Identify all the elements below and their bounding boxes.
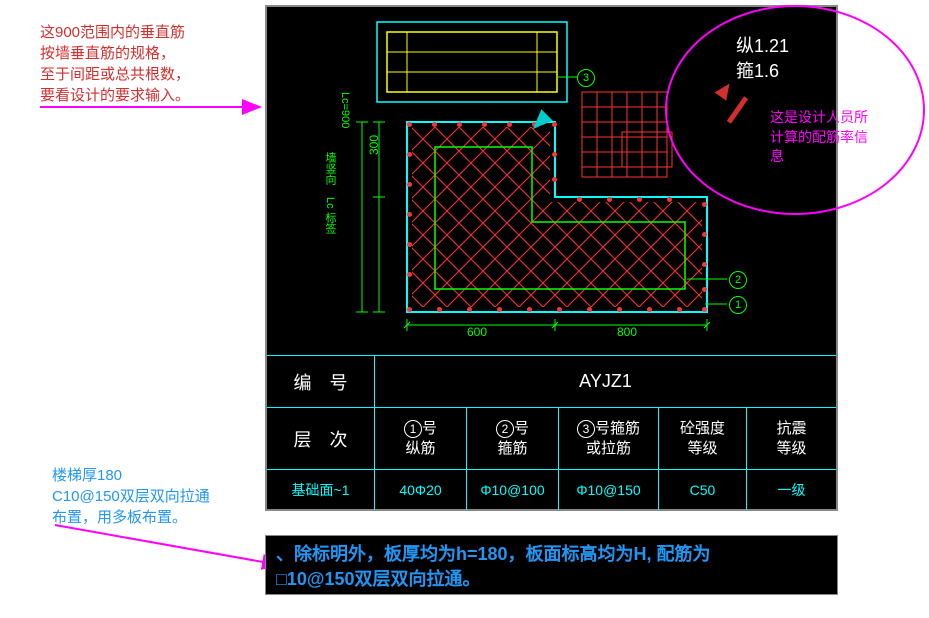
- dim-600: 600: [467, 325, 487, 339]
- rebar-dot: [637, 197, 642, 202]
- rebar-dot: [617, 307, 622, 312]
- rebar-dot: [587, 307, 592, 312]
- rebar-dot: [407, 182, 412, 187]
- wall-vert-label: 墙竖向: [322, 152, 338, 185]
- ratio-desc: 这是设计人员所计算的配筋率信息: [770, 108, 868, 167]
- td-c2: 40Φ20: [375, 470, 467, 510]
- rebar-dot: [437, 307, 442, 312]
- td-c6: 一级: [747, 470, 836, 510]
- ratio-line2: 箍1.6: [736, 60, 779, 83]
- rebar-dot: [667, 197, 672, 202]
- table-subheader-row: 层 次 1①号号 纵筋 2号 箍筋 3号箍筋 或拉筋 砼强度 等级 抗震 等级: [267, 408, 836, 470]
- rebar-dot: [702, 262, 707, 267]
- rebar-dot: [432, 122, 437, 127]
- th-col5: 砼强度 等级: [659, 408, 747, 469]
- dim-300: 300: [367, 135, 381, 155]
- lc-short: Lc 标签: [322, 197, 338, 234]
- rebar-dot: [702, 287, 707, 292]
- table-header-row: 编 号 AYJZ1: [267, 356, 836, 408]
- th-col2: 1①号号 纵筋: [375, 408, 467, 469]
- rebar-dot: [702, 232, 707, 237]
- rebar-dot: [407, 152, 412, 157]
- annotation-bottom-left: 楼梯厚180C10@150双层双向拉通布置，用多板布置。: [52, 465, 210, 528]
- rebar-dot: [482, 122, 487, 127]
- callout-2: 2: [729, 271, 747, 289]
- th-col5-l1: 砼强度: [680, 419, 725, 439]
- rebar-dot: [677, 307, 682, 312]
- th-col3-l2: 箍筋: [497, 439, 527, 459]
- th-id: AYJZ1: [375, 356, 836, 407]
- rebar-dot: [407, 122, 412, 127]
- rebar-dot: [527, 307, 532, 312]
- rebar-dot: [557, 307, 562, 312]
- lc-label: Lc=900: [339, 92, 351, 128]
- rebar-dot: [702, 307, 707, 312]
- rebar-dot: [552, 152, 557, 157]
- rebar-dot: [702, 202, 707, 207]
- rebar-dot: [497, 307, 502, 312]
- rebar-dot: [577, 197, 582, 202]
- callout-1: 1: [729, 296, 747, 314]
- th-col4: 3号箍筋 或拉筋: [559, 408, 659, 469]
- td-c5: C50: [659, 470, 747, 510]
- td-c4: Φ10@150: [559, 470, 659, 510]
- rebar-dot: [507, 122, 512, 127]
- note-text: 、除标明外，板厚均为h=180，板面标高均为H, 配筋为□10@150双层双向拉…: [276, 542, 827, 592]
- rebar-dot: [407, 307, 412, 312]
- td-c3: Φ10@100: [467, 470, 559, 510]
- rebar-dot: [647, 307, 652, 312]
- th-col5-l2: 等级: [687, 439, 717, 459]
- rebar-dot: [407, 212, 412, 217]
- ratio-desc-text: 这是设计人员所计算的配筋率信息: [770, 109, 868, 164]
- table-area: 编 号 AYJZ1 层 次 1①号号 纵筋 2号 箍筋 3号箍筋 或拉筋 砼强度…: [267, 355, 836, 513]
- th-level: 层 次: [267, 408, 375, 469]
- rebar-dot: [407, 272, 412, 277]
- rebar-dot: [407, 242, 412, 247]
- callout-3: 3: [577, 69, 595, 87]
- rebar-dot: [552, 122, 557, 127]
- table-data-row: 基础面~1 40Φ20 Φ10@100 Φ10@150 C50 一级: [267, 470, 836, 510]
- note-bar: 、除标明外，板厚均为h=180，板面标高均为H, 配筋为□10@150双层双向拉…: [265, 535, 838, 595]
- th-col4-l2: 或拉筋: [586, 439, 631, 459]
- td-level: 基础面~1: [267, 470, 375, 510]
- annotation-top-left: 这900范围内的垂直筋按墙垂直筋的规格，至于间距或总共根数，要看设计的要求输入。: [40, 22, 190, 106]
- th-col3: 2号 箍筋: [467, 408, 559, 469]
- th-col6-l1: 抗震: [776, 419, 806, 439]
- rebar-dot: [552, 177, 557, 182]
- ratio-line1: 纵1.21: [736, 35, 789, 58]
- th-col6-l2: 等级: [776, 439, 806, 459]
- rebar-dot: [467, 307, 472, 312]
- th-col6: 抗震 等级: [747, 408, 836, 469]
- dim-800: 800: [617, 325, 637, 339]
- annotation-bottom-left-text: 楼梯厚180C10@150双层双向拉通布置，用多板布置。: [52, 467, 210, 526]
- th-col2-l2: 纵筋: [405, 439, 435, 459]
- annotation-top-left-text: 这900范围内的垂直筋按墙垂直筋的规格，至于间距或总共根数，要看设计的要求输入。: [40, 24, 190, 104]
- th-number: 编 号: [267, 356, 375, 407]
- rebar-dot: [457, 122, 462, 127]
- rebar-dot: [607, 197, 612, 202]
